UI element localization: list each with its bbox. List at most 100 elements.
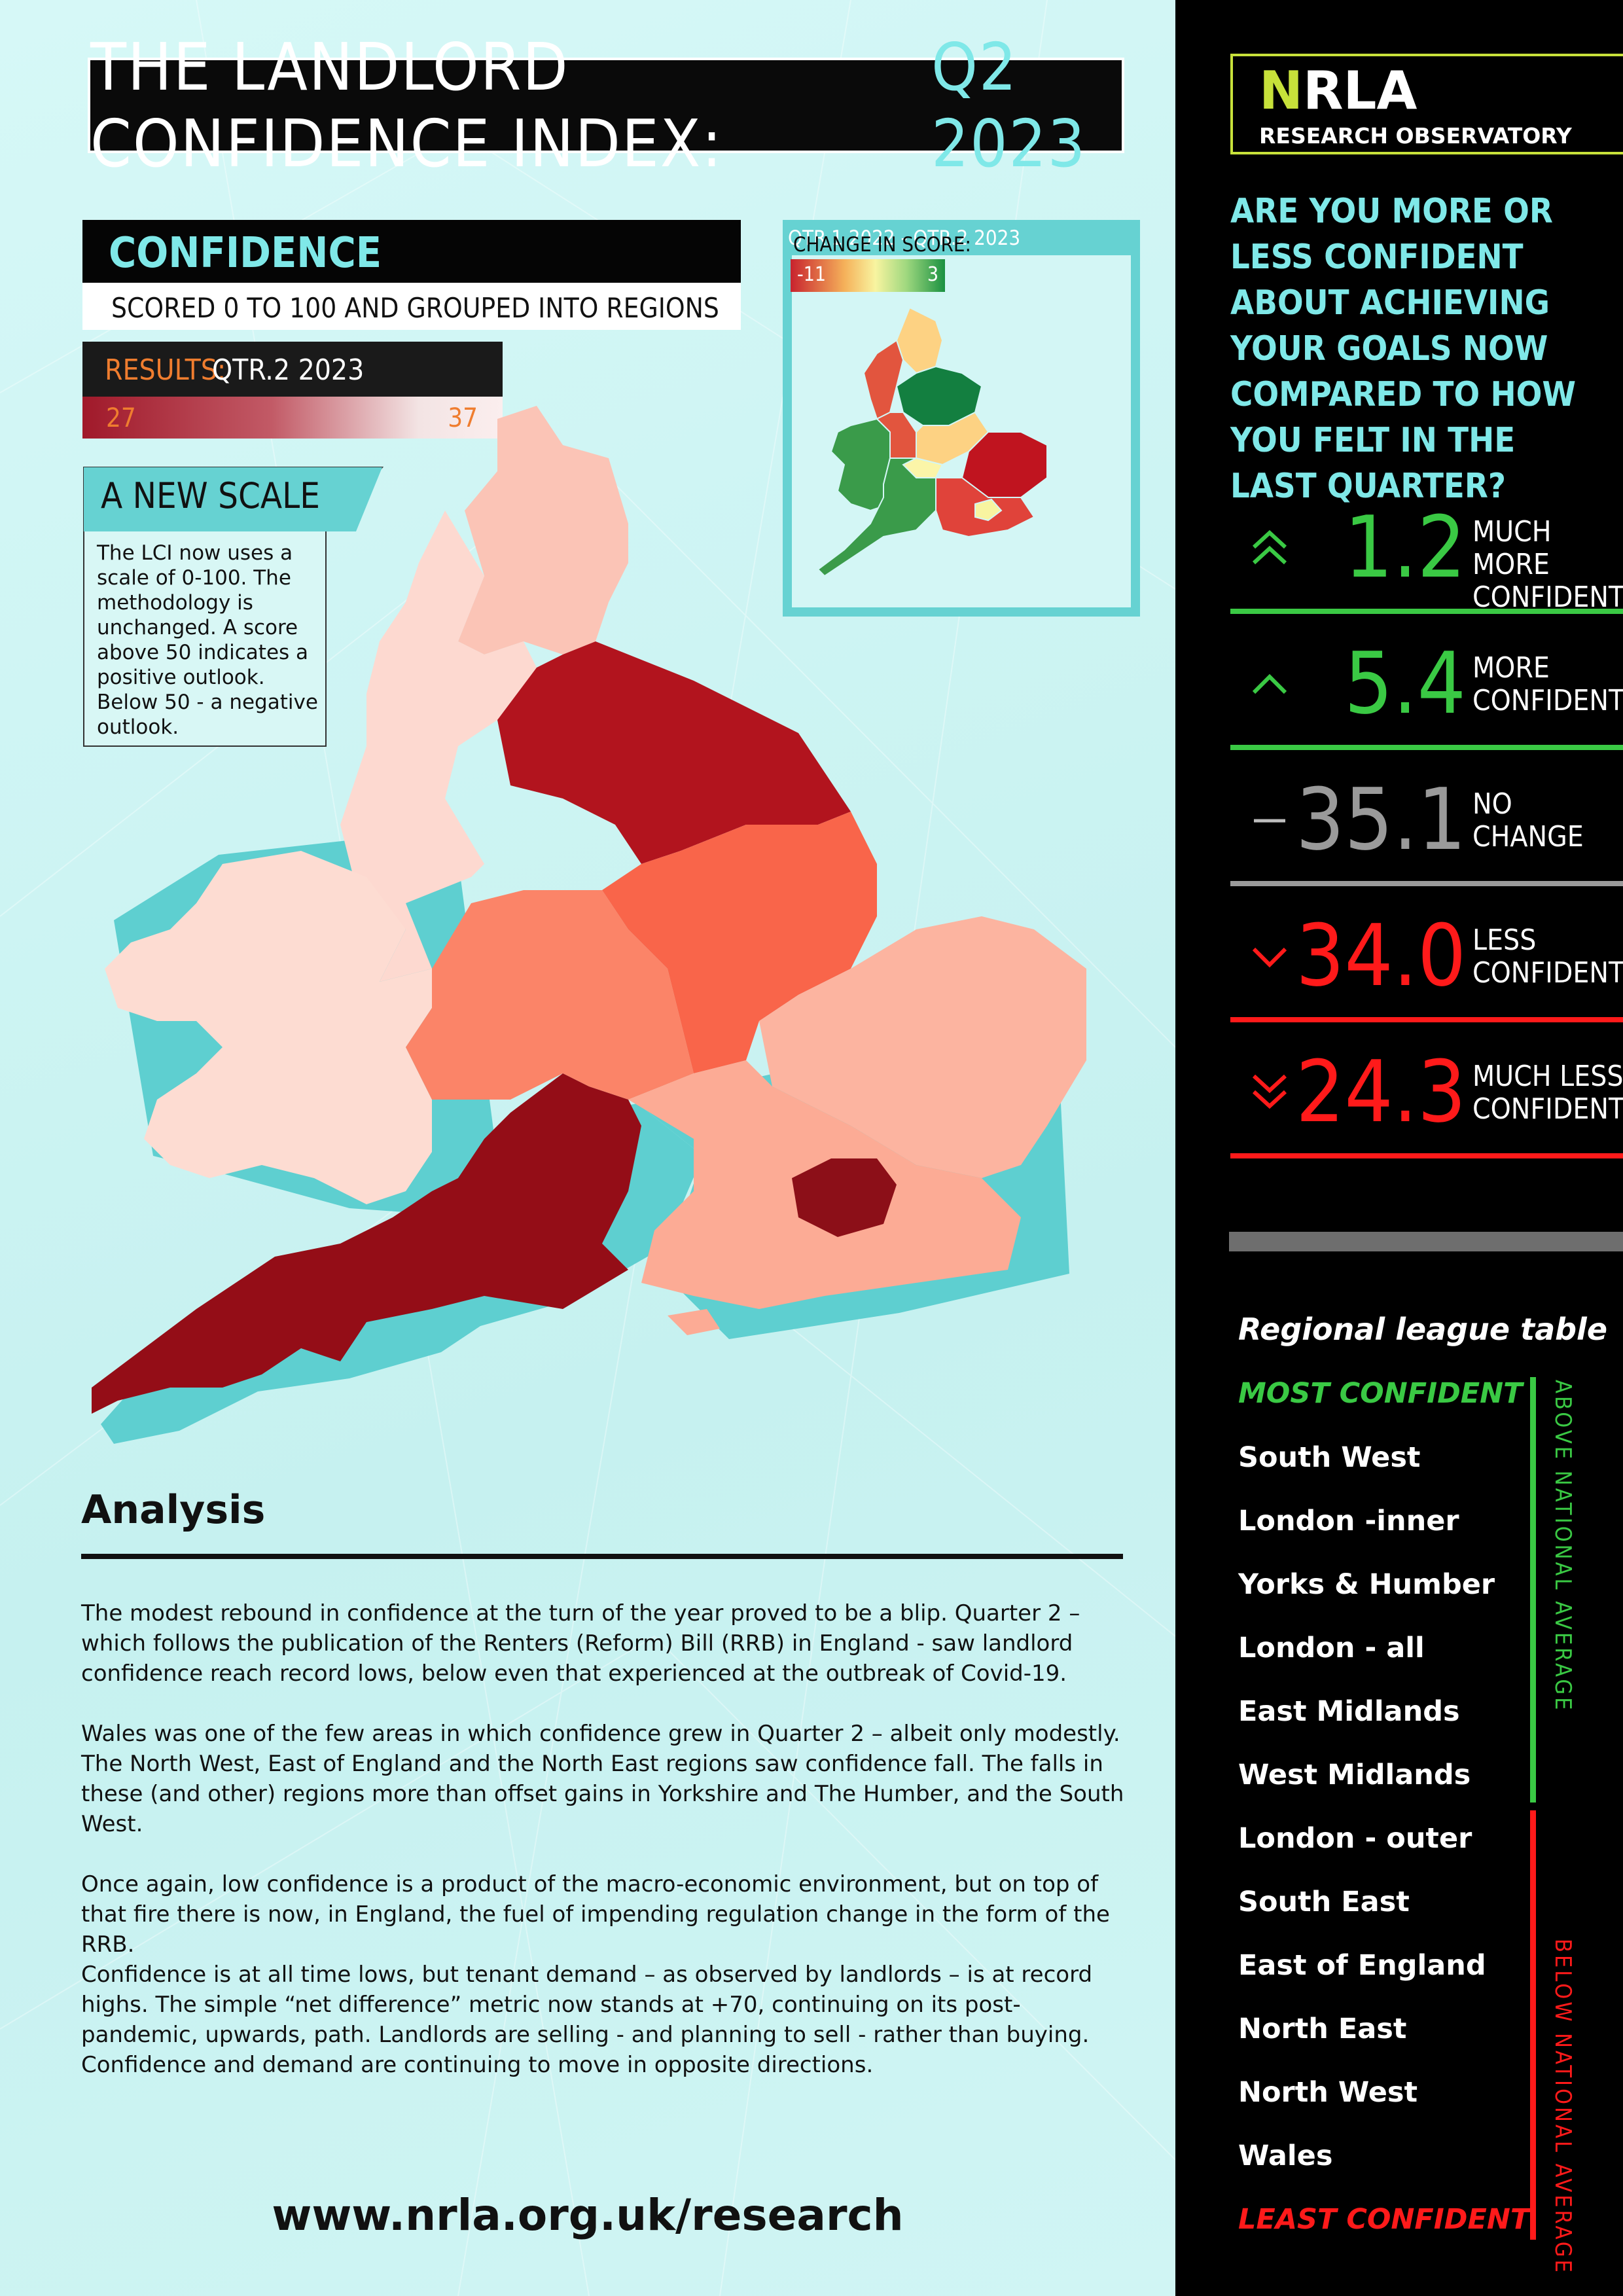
logo-letters-rla: RLA (1302, 60, 1418, 121)
region-wales (105, 851, 432, 1204)
stat-much-less-confident: 24.3 MUCH LESS CONFIDENT (1230, 1026, 1623, 1158)
results-color-scale: 27 37 (82, 397, 503, 439)
stat-underline (1230, 1153, 1623, 1158)
change-region-fill-center (902, 457, 944, 478)
change-map-heading-prefix: CHANGE IN SCORE: (793, 233, 971, 257)
divider-band (1229, 1232, 1623, 1251)
stat-underline (1230, 1017, 1623, 1022)
change-region-wales (830, 418, 891, 512)
title-main: THE LANDLORD CONFIDENCE INDEX: (90, 29, 723, 182)
confidence-heading: CONFIDENCE (82, 220, 741, 283)
league-region: London - all (1238, 1632, 1425, 1664)
analysis-paragraph: Wales was one of the few areas in which … (81, 1721, 1124, 1837)
analysis-divider (81, 1554, 1123, 1559)
confidence-subheading-text: SCORED 0 TO 100 AND GROUPED INTO REGIONS (111, 292, 719, 324)
change-map (817, 306, 1048, 577)
confidence-subheading: SCORED 0 TO 100 AND GROUPED INTO REGIONS (82, 283, 741, 330)
logo-letter-n: N (1259, 60, 1303, 121)
stat-label-line1: MUCH LESS (1472, 1060, 1623, 1093)
confidence-heading-text: CONFIDENCE (109, 229, 382, 278)
analysis-paragraph: The modest rebound in confidence at the … (81, 1600, 1080, 1687)
stat-label: LESS CONFIDENT (1472, 924, 1623, 990)
stat-less-confident: 34.0 LESS CONFIDENT (1230, 890, 1623, 1022)
stat-label: MUCH MORE CONFIDENT (1472, 516, 1623, 614)
stat-label: MORE CONFIDENT (1472, 652, 1623, 717)
new-scale-shape (83, 467, 383, 747)
change-region-north-east (895, 306, 944, 374)
change-scale-min: -11 (797, 263, 827, 286)
chevron-down-icon (1252, 947, 1287, 968)
website-link[interactable]: www.nrla.org.uk/research (272, 2190, 904, 2240)
stat-label-line2: CONFIDENT (1472, 581, 1623, 614)
change-region-north-west (863, 339, 904, 420)
league-region: West Midlands (1238, 1759, 1471, 1791)
logo-wordmark: NRLA (1259, 60, 1417, 121)
stat-label: NO CHANGE (1472, 788, 1584, 853)
league-table-title: Regional league table (1238, 1312, 1608, 1347)
dash-icon (1254, 819, 1285, 823)
region-london (792, 1158, 897, 1237)
stat-label-line1: MORE (1472, 651, 1550, 685)
title-period: Q2 2023 (931, 29, 1086, 182)
stat-underline (1230, 609, 1623, 614)
league-region: South West (1238, 1441, 1421, 1474)
new-scale-text: The LCI now uses a scale of 0-100. The m… (97, 541, 318, 739)
region-east-of-england (759, 916, 1086, 1178)
stat-label-line2: CONFIDENT (1472, 1092, 1623, 1126)
league-region: East Midlands (1238, 1695, 1460, 1728)
change-map-heading-text: CHANGE IN SCORE: QTR.1 2022 - QTR.2 2023 (788, 226, 1021, 257)
results-heading: RESULTS: QTR.2 2023 (82, 342, 503, 397)
results-scale-max: 37 (448, 403, 478, 433)
change-map-color-scale: -11 3 (791, 259, 945, 292)
region-yorkshire-humber (497, 641, 851, 864)
region-north-east (458, 406, 628, 655)
above-average-bar (1530, 1377, 1536, 1803)
region-map (92, 406, 1086, 1444)
league-region: North West (1238, 2076, 1418, 2109)
stat-more-confident: 5.4 MORE CONFIDENT (1230, 618, 1623, 750)
results-period: QTR.2 2023 (212, 353, 365, 387)
stat-label: MUCH LESS CONFIDENT (1472, 1060, 1623, 1126)
stat-much-more-confident: 1.2 MUCH MORE CONFIDENT (1230, 482, 1623, 614)
stat-underline (1230, 881, 1623, 886)
league-region: Yorks & Humber (1238, 1568, 1495, 1601)
league-region: London -inner (1238, 1505, 1459, 1537)
stat-label-line2: CHANGE (1472, 820, 1584, 853)
stat-value: 5.4 (1344, 634, 1466, 733)
stat-value: 1.2 (1344, 497, 1466, 597)
region-north-west (340, 511, 537, 982)
stat-label-line1: MUCH MORE (1472, 515, 1552, 581)
region-west-midlands (406, 890, 694, 1100)
league-region: South East (1238, 1886, 1410, 1918)
double-chevron-up-icon (1252, 529, 1287, 565)
chevron-up-icon (1252, 673, 1287, 694)
change-map-heading-period: QTR.1 2022 - QTR.2 2023 (788, 226, 1021, 250)
change-map-heading: CHANGE IN SCORE: QTR.1 2022 - QTR.2 2023 (783, 220, 1140, 257)
change-region-london (974, 498, 1003, 522)
league-region: London - outer (1238, 1822, 1472, 1855)
stat-value: 24.3 (1296, 1042, 1467, 1141)
stat-label-line1: NO (1472, 787, 1512, 821)
new-scale-title: A NEW SCALE (101, 475, 320, 516)
league-most-confident: MOST CONFIDENT (1238, 1377, 1523, 1410)
league-least-confident: LEAST CONFIDENT (1238, 2203, 1530, 2236)
stat-label-line1: LESS (1472, 924, 1537, 957)
analysis-paragraph: Once again, low confidence is a product … (81, 1871, 1110, 1958)
main-title: THE LANDLORD CONFIDENCE INDEX: Q2 2023 (88, 29, 1124, 182)
stat-label-line2: CONFIDENT (1472, 684, 1623, 717)
nrla-logo: NRLA RESEARCH OBSERVATORY (1230, 54, 1623, 154)
double-chevron-down-icon (1252, 1074, 1287, 1109)
results-label: RESULTS: (105, 353, 226, 387)
survey-question: ARE YOU MORE OR LESS CONFIDENT ABOUT ACH… (1230, 192, 1576, 506)
region-south-west (92, 1073, 641, 1414)
results-scale-min: 27 (106, 403, 136, 433)
league-region: North East (1238, 2013, 1407, 2045)
new-scale-box: A NEW SCALE The LCI now uses a scale of … (82, 466, 383, 747)
analysis-heading: Analysis (81, 1487, 266, 1533)
stat-value: 34.0 (1296, 906, 1467, 1005)
logo-subtitle: RESEARCH OBSERVATORY (1259, 123, 1572, 149)
league-region: Wales (1238, 2140, 1333, 2172)
region-east-midlands (602, 812, 877, 1073)
stat-no-change: 35.1 NO CHANGE (1230, 754, 1623, 886)
analysis-paragraph: Confidence is at all time lows, but tena… (81, 1962, 1093, 2078)
